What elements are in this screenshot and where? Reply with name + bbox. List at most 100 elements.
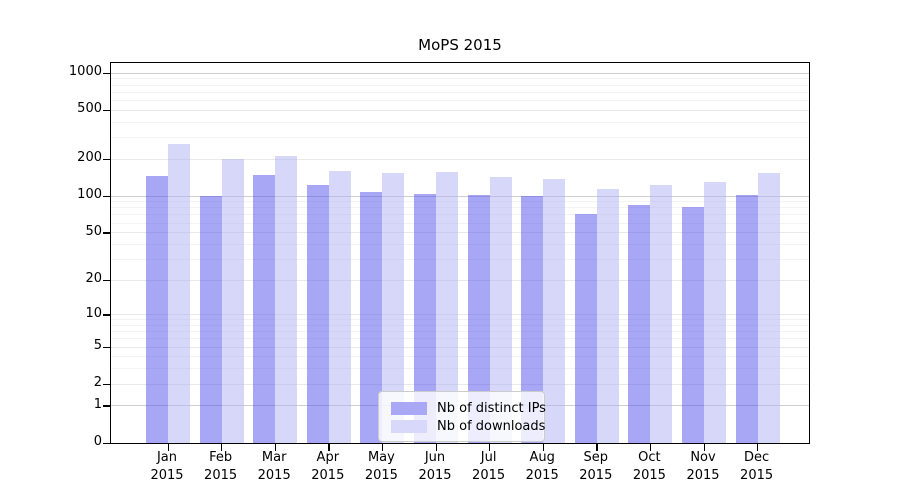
legend-swatch-downloads: [391, 419, 427, 433]
gridline-1000: [111, 72, 809, 74]
y-tick-label-20: 20: [85, 271, 102, 287]
gridline-6: [111, 338, 809, 340]
gridline-700: [111, 91, 809, 93]
y-tick-mark-20: [103, 279, 110, 281]
gridline-800: [111, 84, 809, 86]
plot-area: [103, 62, 810, 451]
x-tick-label-feb: Feb 2015: [204, 450, 238, 483]
gridline-50: [111, 232, 809, 234]
legend-swatch-distinct-ips: [391, 401, 427, 415]
x-tick-mark-aug: [542, 443, 545, 451]
bar-downloads-jun: [436, 172, 458, 443]
x-tick-mark-nov: [703, 443, 705, 451]
gridline-900: [111, 78, 809, 80]
x-tick-mark-jul: [489, 443, 491, 451]
y-tick-label-0: 0: [93, 434, 102, 449]
gridline-70: [111, 214, 809, 216]
bar-downloads-sep: [596, 189, 619, 443]
x-tick-mark-feb: [221, 443, 223, 451]
gridline-4: [111, 356, 809, 358]
legend-item-downloads: Nb of downloads: [387, 418, 545, 434]
bar-downloads-jul: [489, 177, 512, 443]
x-tick-label-jan: Jan 2015: [150, 450, 184, 483]
y-tick-mark-200: [103, 158, 110, 161]
bar-ips-sep: [574, 214, 597, 443]
x-tick-label-may: May 2015: [364, 450, 398, 483]
x-tick-label-apr: Apr 2015: [311, 450, 345, 483]
y-tick-mark-0: [103, 442, 110, 444]
gridline-40: [111, 243, 809, 245]
gridline-9: [111, 319, 809, 321]
x-tick-label-aug: Aug 2015: [525, 450, 559, 483]
y-tick-label-10: 10: [85, 305, 102, 321]
bar-downloads-dec: [757, 172, 780, 443]
y-tick-label-50: 50: [85, 223, 102, 239]
gridline-60: [111, 222, 809, 224]
x-tick-mark-dec: [757, 443, 759, 451]
bar-downloads-oct: [650, 184, 673, 443]
x-tick-mark-oct: [649, 443, 652, 451]
bar-ips-jul: [467, 195, 490, 443]
gridline-400: [111, 121, 809, 123]
bar-downloads-may: [382, 172, 405, 443]
bar-downloads-feb: [221, 159, 244, 443]
y-tick-mark-1000: [103, 72, 110, 75]
bar-ips-aug: [521, 195, 544, 443]
legend-label-downloads: Nb of downloads: [437, 418, 546, 434]
x-tick-mark-jan: [167, 443, 169, 451]
y-tick-mark-5: [103, 346, 110, 349]
y-tick-label-1: 1: [93, 396, 102, 412]
bar-ips-jun: [414, 193, 436, 443]
bar-downloads-nov: [704, 181, 726, 443]
gridline-80: [111, 207, 809, 209]
gridline-7: [111, 331, 809, 333]
y-tick-label-2: 2: [93, 375, 102, 391]
bar-ips-mar: [253, 175, 276, 443]
bar-downloads-jan: [168, 144, 190, 443]
x-tick-mark-may: [381, 443, 384, 451]
legend-item-distinct-ips: Nb of distinct IPs: [387, 400, 546, 416]
y-tick-label-500: 500: [77, 101, 102, 117]
gridline-30: [111, 258, 809, 260]
gridline-3: [111, 368, 809, 370]
bar-ips-feb: [199, 196, 222, 443]
y-tick-label-100: 100: [77, 187, 102, 203]
bar-ips-dec: [735, 195, 758, 443]
gridline-600: [111, 100, 809, 102]
bar-ips-nov: [682, 207, 704, 443]
chart-title: MoPS 2015: [418, 36, 502, 54]
gridline-10: [111, 314, 809, 316]
bar-downloads-mar: [275, 155, 298, 443]
x-tick-mark-apr: [328, 443, 330, 451]
bar-ips-oct: [628, 204, 651, 443]
bar-ips-jan: [146, 176, 168, 443]
x-tick-label-jun: Jun 2015: [418, 450, 452, 483]
x-tick-label-oct: Oct 2015: [632, 450, 666, 483]
y-tick-label-5: 5: [93, 338, 102, 354]
x-tick-mark-jun: [435, 443, 437, 451]
x-tick-label-sep: Sep 2015: [579, 450, 613, 483]
y-tick-label-200: 200: [77, 150, 102, 166]
gridline-100: [111, 195, 809, 197]
gridline-5: [111, 346, 809, 348]
bar-ips-apr: [306, 184, 329, 443]
gridline-200: [111, 158, 809, 160]
bar-downloads-aug: [543, 178, 566, 443]
gridline-2: [111, 383, 809, 385]
gridline-8: [111, 324, 809, 326]
x-tick-mark-mar: [274, 443, 277, 451]
gridline-90: [111, 201, 809, 203]
y-tick-mark-2: [103, 383, 110, 386]
bar-ips-may: [360, 191, 383, 443]
y-tick-mark-10: [103, 314, 110, 316]
legend-label-distinct-ips: Nb of distinct IPs: [437, 400, 546, 416]
x-tick-mark-sep: [596, 443, 598, 451]
gridline-300: [111, 137, 809, 139]
y-tick-mark-500: [103, 109, 110, 112]
x-tick-label-nov: Nov 2015: [686, 450, 720, 483]
gridline-20: [111, 279, 809, 281]
y-tick-mark-50: [103, 232, 110, 234]
x-tick-label-dec: Dec 2015: [740, 450, 774, 483]
x-tick-label-mar: Mar 2015: [257, 450, 291, 483]
